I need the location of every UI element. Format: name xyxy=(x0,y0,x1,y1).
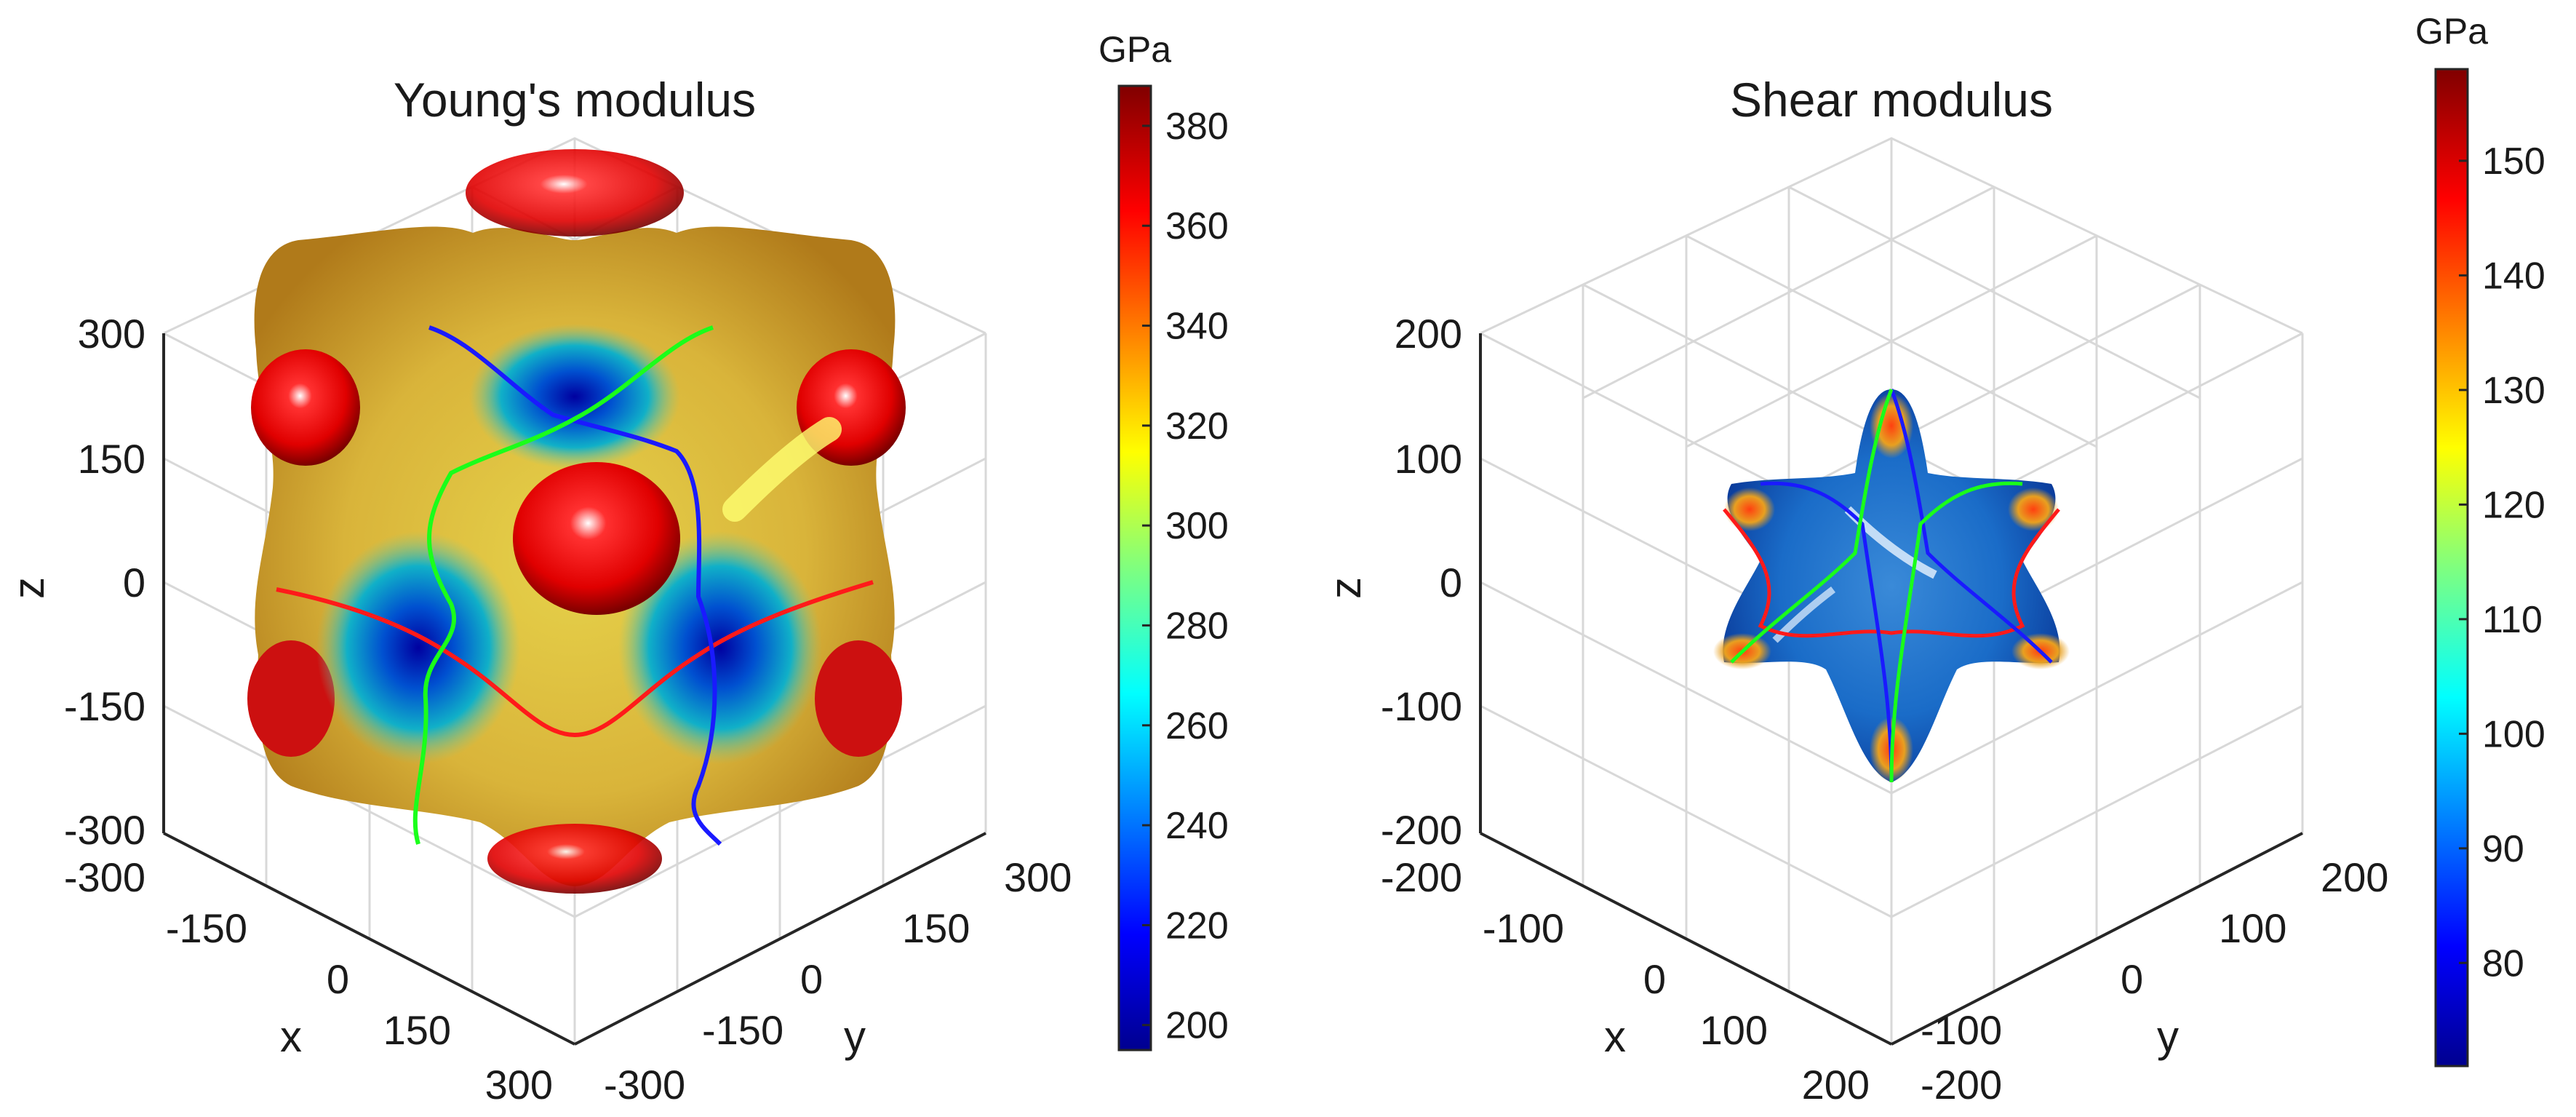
axis-lines xyxy=(162,333,986,1046)
colorbar: GPa 200 220 240 260 280 300 320 340 360 380 xyxy=(1098,29,1229,1052)
z-tick: -150 xyxy=(64,683,145,729)
x-tick: -100 xyxy=(1483,905,1564,951)
x-axis-label: x xyxy=(1604,1012,1626,1061)
z-tick: -200 xyxy=(1381,807,1462,853)
shear-modulus-panel: Shear modulus xyxy=(1321,11,2545,1108)
colorbar-tick-label: 300 xyxy=(1165,505,1229,547)
z-axis-label: z xyxy=(4,577,53,599)
x-axis-label: x xyxy=(280,1012,302,1061)
z-tick-labels: 300 150 0 -150 -300 xyxy=(64,311,145,853)
y-tick: 200 xyxy=(2321,854,2388,900)
z-tick: 0 xyxy=(123,560,145,605)
plane-curves xyxy=(1723,389,2060,783)
x-tick: 200 xyxy=(1802,1062,1870,1108)
youngs-modulus-panel: Young's modulus xyxy=(4,29,1229,1108)
colorbar-tick-label: 100 xyxy=(2482,713,2545,755)
y-tick-labels: -300 -150 0 150 300 xyxy=(604,854,1072,1108)
colorbar-tick-label: 280 xyxy=(1165,605,1229,647)
colorbar-tick-label: 260 xyxy=(1165,705,1229,747)
y-tick: -200 xyxy=(1921,1062,2002,1108)
y-tick-labels: -200 -100 0 100 200 xyxy=(1921,854,2388,1108)
z-axis-label: z xyxy=(1321,577,1370,599)
z-tick: -100 xyxy=(1381,683,1462,729)
z-tick: 100 xyxy=(1395,436,1462,482)
x-tick: 0 xyxy=(1643,956,1666,1002)
colorbar-tick-label: 240 xyxy=(1165,805,1229,847)
shear-modulus-surface xyxy=(1713,389,2070,782)
colorbar-tick-label: 200 xyxy=(1165,1005,1229,1047)
colorbar-tick-label: 150 xyxy=(2482,140,2545,183)
colorbar-tick-label: 110 xyxy=(2482,599,2543,641)
x-tick: 0 xyxy=(327,956,349,1002)
x-tick-labels: -300 -150 0 150 300 xyxy=(64,854,553,1108)
x-tick: 100 xyxy=(1700,1007,1768,1053)
y-axis-label: y xyxy=(2157,1012,2179,1061)
colorbar-gradient xyxy=(1117,84,1152,1052)
xz-plane-curve xyxy=(1730,389,2023,783)
colorbar-tick-label: 120 xyxy=(2482,484,2545,526)
yz-plane-curve xyxy=(1760,389,2053,783)
xy-plane-curve xyxy=(276,580,874,738)
colorbar-tick-label: 90 xyxy=(2482,828,2524,870)
y-tick: -300 xyxy=(604,1062,685,1108)
z-tick: -300 xyxy=(64,807,145,853)
youngs-modulus-surface xyxy=(247,149,906,894)
z-tick: 150 xyxy=(78,436,145,482)
y-tick: -150 xyxy=(702,1007,783,1053)
z-tick-labels: 200 100 0 -100 -200 xyxy=(1381,311,1462,853)
y-tick: 0 xyxy=(800,956,823,1002)
y-tick: 150 xyxy=(902,905,970,951)
y-tick: 0 xyxy=(2121,956,2143,1002)
y-tick: 100 xyxy=(2219,905,2286,951)
colorbar-tick-label: 140 xyxy=(2482,255,2545,297)
yz-plane-curve xyxy=(428,325,722,846)
x-tick: -150 xyxy=(166,905,247,951)
colorbar-ticks: 200 220 240 260 280 300 320 340 360 380 xyxy=(1142,106,1229,1047)
colorbar: GPa 80 90 100 110 120 130 140 150 xyxy=(2415,11,2545,1068)
xy-plane-curve xyxy=(1723,508,2060,638)
colorbar-tick-label: 130 xyxy=(2482,370,2545,412)
x-tick: 150 xyxy=(383,1007,451,1053)
chart-title: Shear modulus xyxy=(1730,73,2053,127)
colorbar-tick-label: 360 xyxy=(1165,205,1229,247)
y-tick: -100 xyxy=(1921,1007,2002,1053)
chart-title: Young's modulus xyxy=(394,73,756,127)
x-tick: 300 xyxy=(485,1062,553,1108)
y-axis-label: y xyxy=(844,1012,866,1061)
colorbar-tick-label: 340 xyxy=(1165,306,1229,348)
colorbar-label: GPa xyxy=(1098,29,1171,70)
x-tick: -300 xyxy=(64,854,145,900)
xz-plane-curve xyxy=(412,325,714,845)
colorbar-tick-label: 220 xyxy=(1165,905,1229,947)
x-tick-labels: -200 -100 0 100 200 xyxy=(1381,854,1870,1108)
z-tick: 200 xyxy=(1395,311,1462,357)
plane-curves xyxy=(276,325,874,846)
colorbar-ticks: 80 90 100 110 120 130 140 150 xyxy=(2459,140,2545,985)
z-tick: 300 xyxy=(78,311,145,357)
y-tick: 300 xyxy=(1004,854,1072,900)
colorbar-gradient xyxy=(2434,68,2469,1068)
colorbar-label: GPa xyxy=(2415,11,2488,52)
z-tick: 0 xyxy=(1440,560,1462,605)
colorbar-tick-label: 320 xyxy=(1165,405,1229,448)
colorbar-tick-label: 380 xyxy=(1165,106,1229,148)
axis-lines xyxy=(1479,333,2303,1046)
x-tick: -200 xyxy=(1381,854,1462,900)
colorbar-tick-label: 80 xyxy=(2482,942,2524,985)
